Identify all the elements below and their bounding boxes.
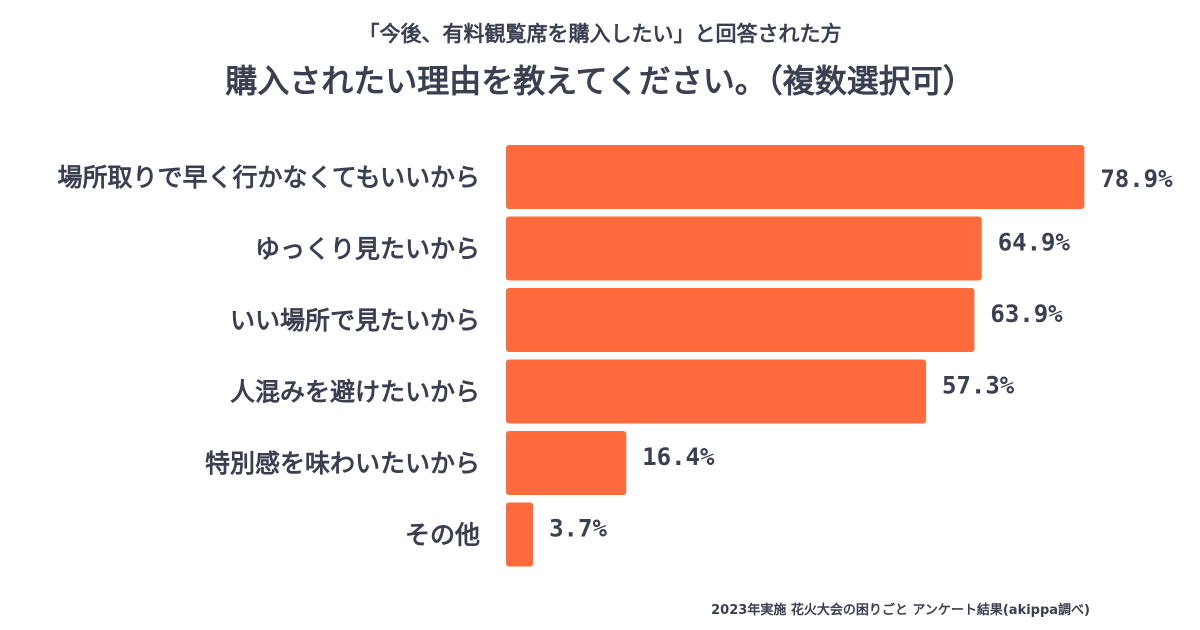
value-label: 63.9% [990, 300, 1063, 328]
value-label: 78.9% [1100, 165, 1173, 193]
chart-subtitle: 「今後、有料観覧席を購入したい」と回答された方 [358, 22, 842, 46]
bar [506, 216, 982, 281]
bar [506, 288, 975, 352]
category-label: 場所取りで早く行かなくてもいいから [57, 163, 480, 192]
value-label: 64.9% [998, 229, 1071, 257]
category-label: いい場所で見たいから [230, 306, 480, 335]
value-label: 57.3% [942, 372, 1015, 400]
chart-title: 購入されたい理由を教えてください。（複数選択可） [225, 62, 975, 100]
category-label: その他 [405, 521, 480, 550]
bar [506, 502, 534, 567]
category-label: ゆっくり見たいから [255, 235, 480, 264]
bar [506, 359, 927, 424]
value-label: 3.7% [549, 515, 607, 543]
category-label: 人混みを避けたいから [230, 378, 480, 407]
source-footnote: 2023年実施 花火大会の困りごと アンケート結果(akippa調べ) [711, 603, 1090, 618]
bar [506, 145, 1085, 209]
bar [506, 431, 627, 495]
value-label: 16.4% [642, 443, 715, 471]
category-label: 特別感を味わいたいから [205, 449, 480, 478]
